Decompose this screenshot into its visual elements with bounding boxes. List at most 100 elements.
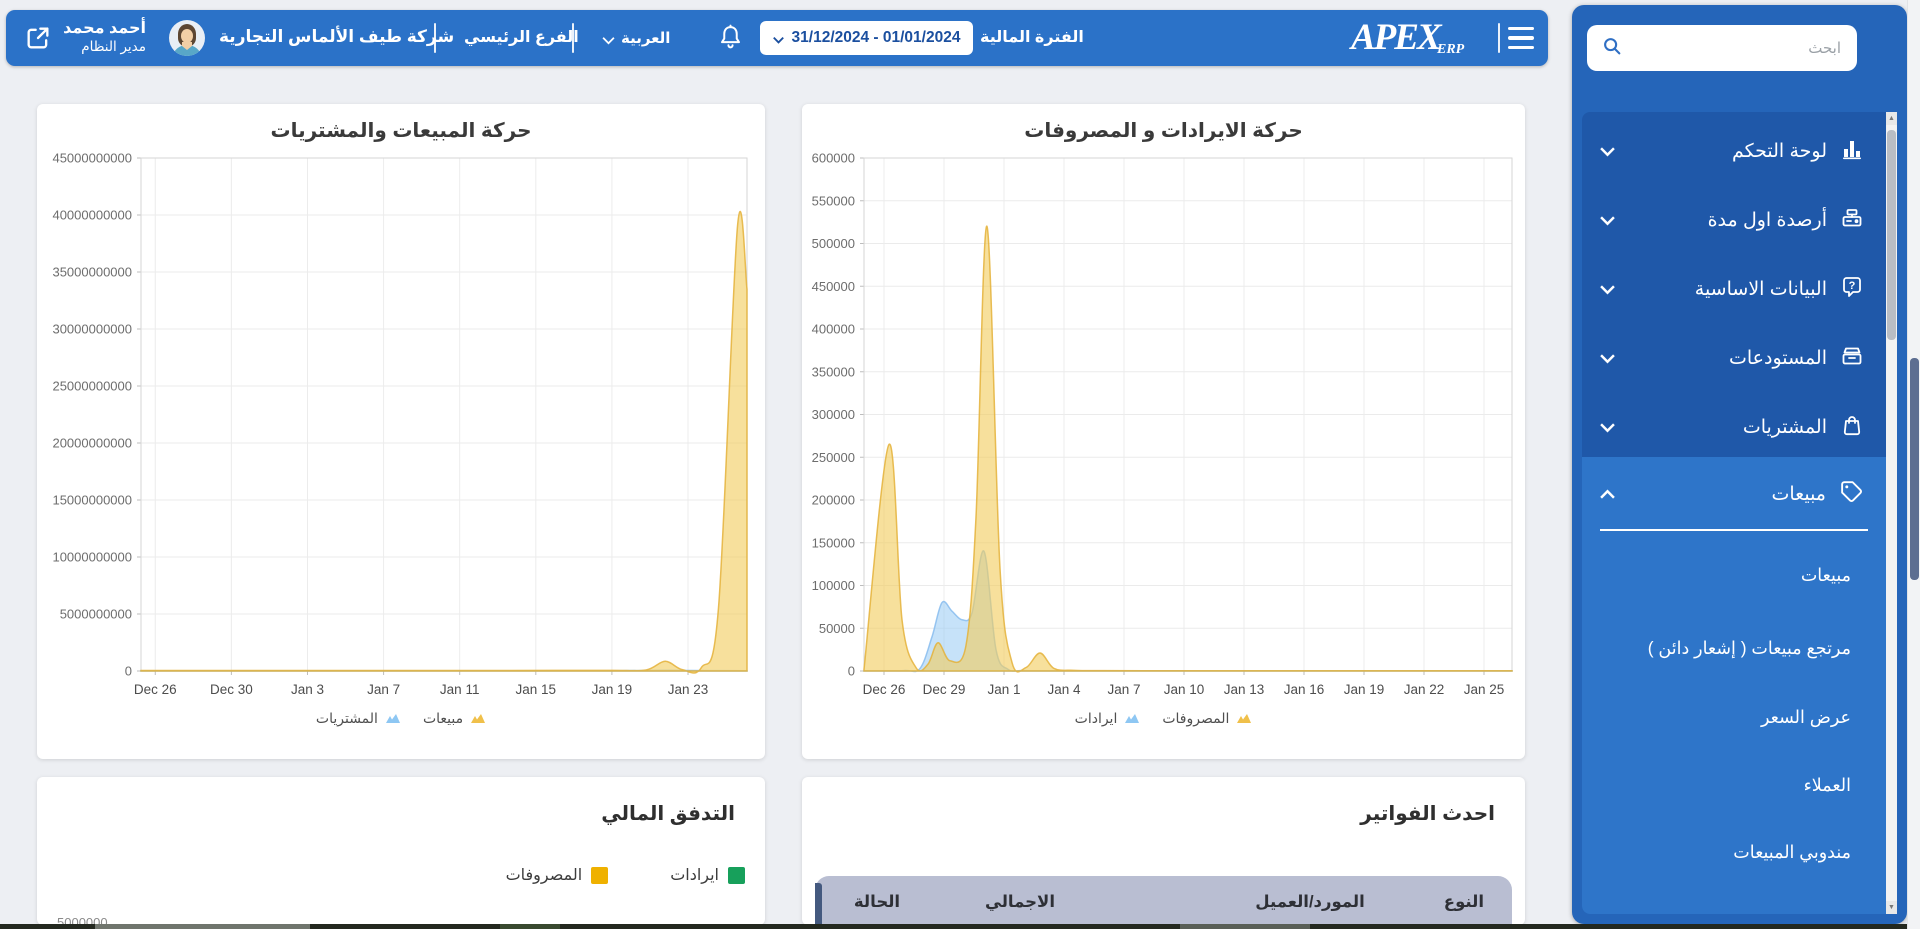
header-divider <box>572 23 574 53</box>
open-profile-icon[interactable] <box>24 24 52 57</box>
search-icon <box>1601 35 1623 62</box>
sidebar-item-label: لوحة التحكم <box>1731 140 1827 162</box>
sidebar: لوحة التحكم أرصدة اول مدة ? <box>1572 5 1907 924</box>
apexerp-logo[interactable]: APEX ERP <box>1351 16 1501 60</box>
area-series-icon <box>1237 714 1252 723</box>
revenues-expenses-chart-title: حركة الايرادات و المصروفات <box>1024 120 1303 142</box>
search-input[interactable] <box>1653 38 1843 58</box>
sidebar-item-master-data[interactable]: ? البيانات الاساسية <box>1582 260 1886 318</box>
sidebar-item-label: مبيعات <box>1771 483 1827 505</box>
svg-text:Jan 22: Jan 22 <box>1404 682 1445 697</box>
svg-text:0: 0 <box>848 664 855 679</box>
chat-question-icon: ? <box>1840 275 1864 304</box>
header-divider <box>434 23 436 53</box>
revenues-expenses-chart-card: حركة الايرادات و المصروفات 0 50000 100000 1… <box>802 104 1525 759</box>
taskbar-segment <box>1180 924 1310 929</box>
sidebar-item-label: البيانات الاساسية <box>1694 278 1827 300</box>
column-total: الاجمالي <box>985 893 1055 911</box>
scroll-down-icon[interactable]: ▼ <box>1886 901 1897 914</box>
page-scrollbar-thumb[interactable] <box>1910 358 1919 580</box>
sidebar-item-warehouses[interactable]: المستودعات <box>1582 329 1886 387</box>
area-series-icon <box>471 714 486 723</box>
svg-text:350000: 350000 <box>812 364 855 379</box>
svg-text:40000000000: 40000000000 <box>52 208 132 223</box>
language-selector[interactable]: العربية <box>602 26 670 50</box>
taskbar-segment <box>95 924 310 929</box>
legend-entry[interactable]: مبيعات <box>423 710 486 727</box>
top-header: أحمد محمد مدير النظام شركة طيف الألماس ا… <box>6 10 1548 66</box>
svg-text:Jan 19: Jan 19 <box>1344 682 1385 697</box>
svg-text:15000000000: 15000000000 <box>52 493 132 508</box>
fiscal-period-selector[interactable]: 31/12/2024 - 01/01/2024 <box>760 21 973 55</box>
sidebar-scrollbar-thumb[interactable] <box>1887 130 1896 340</box>
svg-text:250000: 250000 <box>812 450 855 465</box>
user-block[interactable]: أحمد محمد مدير النظام <box>56 20 146 55</box>
separator <box>1600 529 1868 531</box>
svg-text:20000000000: 20000000000 <box>52 436 132 451</box>
legend-label: ايرادات <box>1074 710 1118 726</box>
scroll-up-icon[interactable]: ▲ <box>1886 112 1897 125</box>
submenu-item-sales-return[interactable]: مرتجع مبيعات ( إشعار دائن ) <box>1647 637 1851 658</box>
svg-text:50000: 50000 <box>819 621 855 636</box>
sidebar-menu: لوحة التحكم أرصدة اول مدة ? <box>1582 112 1897 914</box>
legend-label: ايرادات <box>670 867 719 884</box>
revenues-legend-swatch <box>728 866 745 884</box>
sidebar-search[interactable] <box>1587 25 1857 71</box>
company-name[interactable]: شركة طيف الألماس التجارية <box>219 27 455 46</box>
bell-icon[interactable] <box>718 24 743 56</box>
sales-purchases-chart[interactable]: 0 5000000000 10000000000 15000000000 2000000… <box>37 104 765 704</box>
legend-entry[interactable]: المشتريات <box>316 710 401 727</box>
legend-entry[interactable]: المصروفات <box>1162 710 1252 727</box>
hamburger-menu-icon[interactable] <box>1508 27 1534 49</box>
svg-text:Jan 1: Jan 1 <box>987 682 1020 697</box>
legend-label: المصروفات <box>1162 710 1230 726</box>
svg-text:100000: 100000 <box>812 578 855 593</box>
sidebar-item-label: المستودعات <box>1728 347 1827 369</box>
svg-text:5000000000: 5000000000 <box>60 607 132 622</box>
revenues-expenses-chart[interactable]: 0 50000 100000 150000 200000 250000 300000 3500… <box>802 104 1525 704</box>
sidebar-item-purchases[interactable]: المشتريات <box>1582 398 1886 456</box>
user-name: أحمد محمد <box>63 20 146 37</box>
chevron-down-icon <box>772 31 784 49</box>
page-scrollbar[interactable] <box>1907 0 1920 929</box>
svg-text:Jan 7: Jan 7 <box>367 682 400 697</box>
sales-purchases-chart-title: حركة المبيعات والمشتريات <box>270 120 532 142</box>
submenu-item-sales[interactable]: مبيعات <box>1800 564 1851 585</box>
svg-text:Jan 15: Jan 15 <box>516 682 557 697</box>
cashflow-card: التدفق المالي ايرادات المصروفات 5000000 <box>37 777 765 925</box>
submenu-item-sales-reps[interactable]: مندوبي المبيعات <box>1733 841 1851 862</box>
branch-name[interactable]: الفرع الرئيسي <box>464 29 579 46</box>
cash-register-icon <box>1840 206 1864 235</box>
area-series-icon <box>1125 714 1140 723</box>
tag-icon <box>1839 479 1864 509</box>
legend-label: المصروفات <box>505 867 583 884</box>
submenu-item-clients[interactable]: العملاء <box>1803 774 1851 795</box>
legend-label: مبيعات <box>422 710 464 726</box>
clipped-axis-label: 5000000 <box>57 915 108 925</box>
svg-text:Jan 19: Jan 19 <box>592 682 633 697</box>
chevron-down-icon <box>1600 215 1615 226</box>
avatar[interactable] <box>168 19 206 62</box>
sidebar-item-sales[interactable]: مبيعات <box>1582 465 1886 523</box>
submenu-item-quotation[interactable]: عرض السعر <box>1760 706 1851 727</box>
sidebar-item-opening-balances[interactable]: أرصدة اول مدة <box>1582 191 1886 249</box>
svg-text:Jan 13: Jan 13 <box>1224 682 1265 697</box>
sidebar-scrollbar[interactable]: ▲ ▼ <box>1886 112 1897 914</box>
chevron-down-icon <box>1600 353 1615 364</box>
cashflow-legend: ايرادات المصروفات <box>506 865 745 885</box>
svg-text:Dec 26: Dec 26 <box>863 682 906 697</box>
svg-text:500000: 500000 <box>812 236 855 251</box>
legend-entry[interactable]: ايرادات <box>1075 710 1141 727</box>
chevron-down-icon <box>1600 146 1615 157</box>
sidebar-item-dashboard[interactable]: لوحة التحكم <box>1582 122 1886 180</box>
language-label: العربية <box>621 30 671 47</box>
sales-purchases-legend: مبيعات المشتريات <box>37 710 765 727</box>
logo-secondary-text: ERP <box>1437 42 1465 57</box>
svg-text:35000000000: 35000000000 <box>52 265 132 280</box>
cashflow-title: التدفق المالي <box>601 803 735 825</box>
table-scrollbar-thumb[interactable] <box>815 883 822 925</box>
legend-entry[interactable]: المصروفات <box>506 865 609 885</box>
invoices-table-header: النوع المورد/العميل الاجمالي الحالة <box>815 876 1512 925</box>
legend-entry[interactable]: ايرادات <box>670 865 745 885</box>
fiscal-period-label: الفترة المالية <box>980 29 1084 46</box>
